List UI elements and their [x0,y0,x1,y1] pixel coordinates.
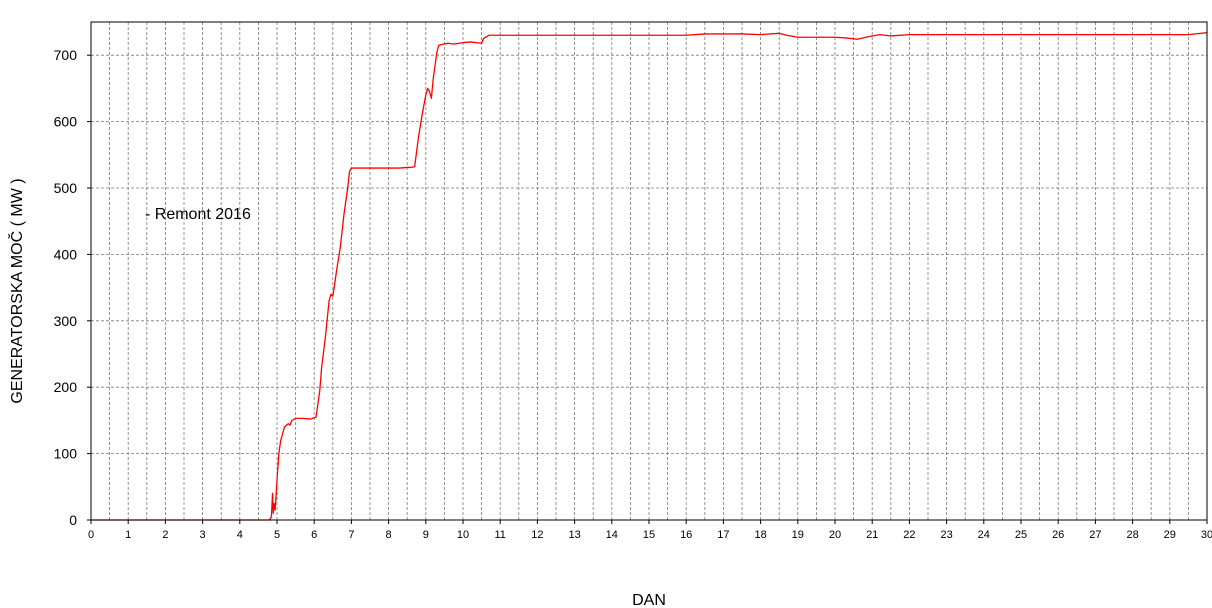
x-tick-label: 18 [754,529,766,541]
series-line [90,31,1208,521]
legend-label: - Remont 2016 [145,206,251,223]
x-tick-label: 2 [162,529,168,541]
x-tick-label: 25 [1015,529,1027,541]
y-tick-label: 500 [54,180,78,196]
x-tick-label: 8 [386,529,392,541]
x-tick-label: 11 [494,529,505,541]
grid [91,22,1207,520]
y-tick-label: 700 [54,47,78,63]
x-tick-label: 23 [940,529,952,541]
x-tick-label: 15 [643,529,655,541]
x-tick-label: 20 [829,529,841,541]
x-tick-label: 10 [457,529,469,541]
x-tick-label: 0 [88,529,94,541]
x-tick-label: 7 [348,529,354,541]
x-tick-label: 12 [531,529,543,541]
y-tick-label: 100 [54,446,78,462]
x-tick-label: 27 [1089,529,1101,541]
x-tick-label: 24 [978,529,990,541]
x-tick-label: 14 [606,529,618,541]
x-tick-label: 6 [311,529,317,541]
x-tick-label: 9 [423,529,429,541]
x-tick-label: 4 [237,529,243,541]
y-tick-label: 400 [54,246,78,262]
y-tick-label: 0 [69,512,77,528]
y-tick-label: 300 [54,313,78,329]
x-tick-label: 26 [1052,529,1064,541]
x-tick-label: 1 [125,529,131,541]
y-tick-label: 200 [54,379,78,395]
axis-ticks: 0 1 2 3 4 5 6 7 8 9 10 11 12 13 14 15 16 17 18 19 20 21 22 23 24… [54,47,1212,541]
series-group [90,31,1208,521]
x-tick-label: 16 [680,529,692,541]
x-tick-label: 17 [717,529,729,541]
x-tick-label: 19 [792,529,804,541]
y-tick-label: 600 [54,114,78,130]
x-tick-label: 22 [903,529,915,541]
x-axis-title: DAN [632,592,666,608]
x-tick-label: 28 [1126,529,1138,541]
x-tick-label: 29 [1164,529,1176,541]
x-tick-label: 30 [1201,529,1212,541]
plot-area-border [90,21,1208,521]
x-tick-label: 21 [866,529,878,541]
x-tick-label: 5 [274,529,280,541]
x-tick-label: 3 [200,529,206,541]
y-axis-title: GENERATORSKA MOČ ( MW ) [7,178,26,403]
x-tick-label: 13 [568,529,580,541]
